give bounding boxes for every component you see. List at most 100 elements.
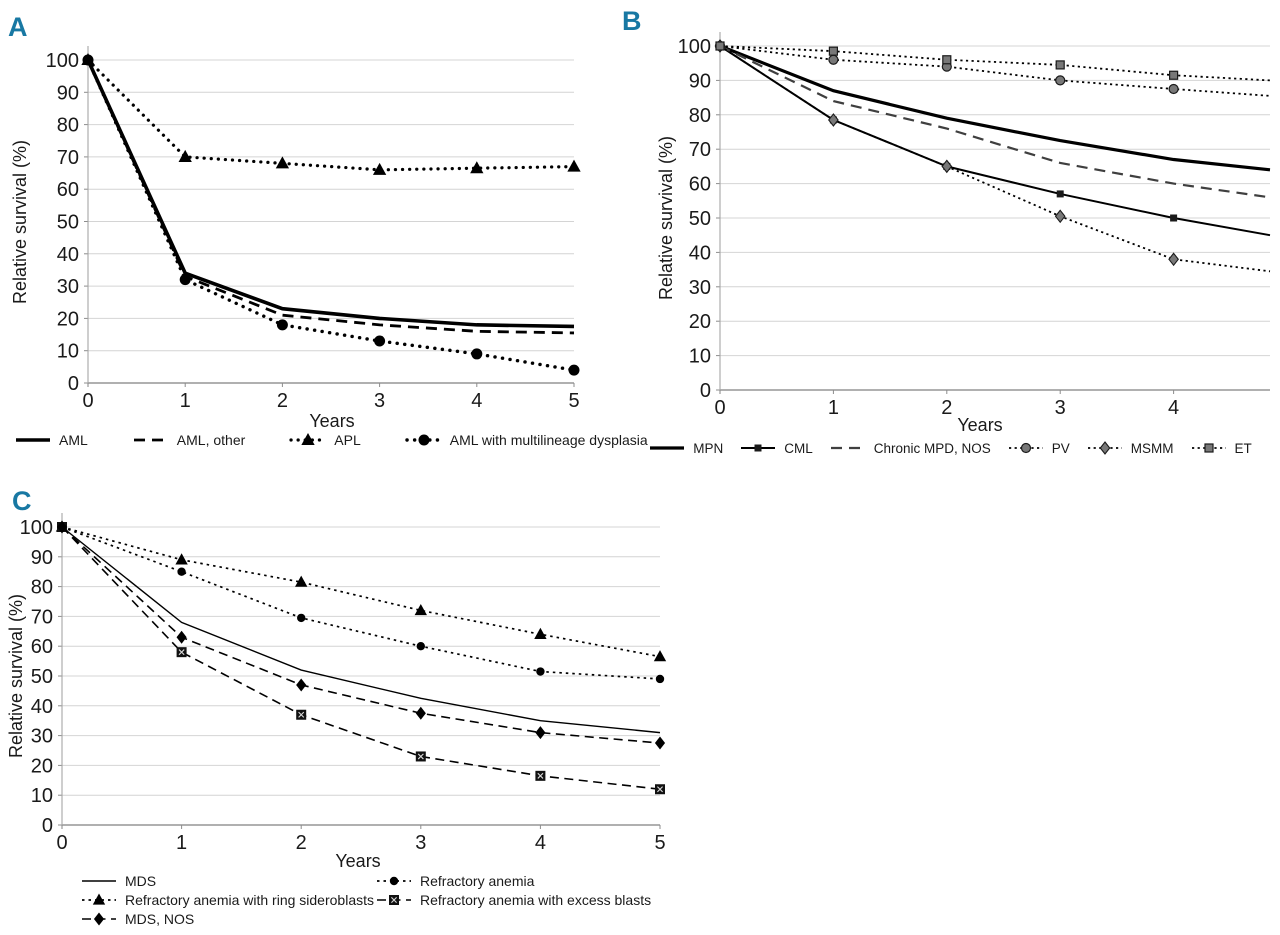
marker-square (1203, 443, 1214, 453)
y-tick-label: 90 (57, 82, 79, 104)
marker-square-x-glyph (657, 786, 663, 793)
series-line-mds (61, 526, 661, 734)
series-line-mpn (719, 44, 1271, 172)
series-line-aml-with-multilineage-dysplasia (86, 58, 576, 372)
y-tick-label: 0 (700, 380, 711, 402)
panel-a: 0 10 20 30 40 50 60 70 80 90 100 0 1 2 3 4 5 Years Relativ… (0, 0, 648, 478)
x-tick-label: 5 (654, 832, 665, 854)
series-markers-pv (714, 40, 1179, 95)
marker-diamond (93, 912, 105, 926)
x-tick-label: 3 (415, 832, 426, 854)
legend-label: PV (1051, 440, 1070, 456)
legend-label: Refractory anemia with excess blasts (420, 892, 652, 908)
legend-item-refractory-anemia-with-excess-blasts: Refractory anemia with excess blasts (375, 892, 651, 908)
legend-label: Refractory anemia with ring sideroblasts (125, 892, 374, 908)
legend-key-et (1191, 443, 1226, 453)
y-tick-label: 40 (689, 242, 711, 264)
marker-triangle (470, 161, 484, 174)
marker-triangle (567, 159, 581, 172)
marker-diamond (535, 726, 546, 740)
x-tick-label: 4 (471, 390, 482, 412)
marker-circle (82, 54, 94, 66)
marker-circle (297, 613, 306, 623)
y-tick-label: 40 (31, 696, 53, 718)
marker-square-x-glyph (391, 897, 397, 903)
series-markers-et (715, 41, 1179, 80)
marker-diamond (828, 113, 839, 127)
x-axis-title: Years (309, 411, 354, 431)
x-tick-label: 2 (941, 397, 952, 419)
series-line-aml (86, 59, 575, 329)
legend-key-cml (741, 444, 776, 452)
y-tick-label: 90 (31, 547, 53, 569)
marker-circle (276, 319, 288, 331)
y-tick-label: 0 (68, 373, 79, 395)
series-line-apl (86, 58, 576, 172)
series-line-pv (719, 45, 1271, 97)
marker-circle (389, 876, 399, 886)
legend-label: ET (1234, 440, 1252, 456)
y-tick-label: 40 (57, 244, 79, 266)
legend-label: CML (784, 440, 813, 456)
legend-item-msmm: MSMM (1086, 440, 1174, 456)
marker-square (754, 444, 762, 452)
marker-diamond (415, 706, 426, 720)
marker-circle (568, 364, 580, 376)
y-tick-label: 0 (42, 815, 53, 837)
y-tick-label: 60 (689, 174, 711, 196)
marker-triangle (372, 162, 387, 175)
marker-circle (471, 348, 483, 360)
y-tick-label: 50 (31, 666, 53, 688)
legend-item-chronic-mpd-nos: Chronic MPD, NOS (829, 440, 991, 456)
marker-triangle (175, 553, 188, 565)
marker-square (1056, 190, 1064, 198)
legend-item-refractory-anemia-with-ring-sideroblasts: Refractory anemia with ring sideroblasts (80, 892, 374, 908)
marker-diamond (941, 159, 953, 174)
legend-key-mds (82, 880, 116, 882)
x-axis-title: Years (957, 415, 1002, 435)
legend-item-pv: PV (1007, 440, 1070, 456)
legend-label: APL (334, 432, 361, 448)
marker-diamond (56, 520, 68, 534)
x-tick-label: 2 (296, 832, 307, 854)
y-tick-label: 70 (689, 139, 711, 161)
x-tick-label: 2 (277, 390, 288, 412)
legend-key-refractory-anemia-with-ring-sideroblasts (82, 893, 116, 905)
series-markers-msmm (714, 39, 1179, 267)
y-tick-label: 10 (689, 346, 711, 368)
y-tick-label: 10 (57, 341, 79, 363)
series-markers-refractory-anemia (57, 522, 665, 684)
legend-key-aml-other (133, 438, 168, 442)
y-tick-label: 70 (57, 147, 79, 169)
marker-circle (655, 674, 665, 684)
y-tick-label: 20 (57, 308, 79, 330)
marker-square-x-glyph (298, 711, 305, 718)
legend-key-mpn (650, 446, 685, 450)
marker-square (1169, 70, 1179, 80)
marker-triangle (178, 149, 192, 162)
legend-item-aml: AML (14, 432, 88, 448)
series-line-refractory-anemia-with-ring-sideroblasts (61, 526, 661, 658)
legend-key-apl (289, 433, 327, 446)
y-tick-label: 90 (689, 70, 711, 92)
legend-key-aml-with-multilineage-dysplasia (405, 434, 443, 446)
marker-circle (177, 567, 186, 576)
y-tick-label: 50 (689, 208, 711, 230)
marker-circle (536, 667, 545, 676)
marker-diamond (1168, 252, 1179, 267)
y-tick-label: 100 (678, 36, 711, 58)
legend-label: Chronic MPD, NOS (873, 440, 991, 456)
y-tick-label: 30 (57, 276, 79, 298)
y-axis-title: Relative survival (%) (656, 136, 676, 300)
legend-label: AML (59, 432, 88, 448)
panel-b-letter: B (622, 6, 642, 36)
marker-square (1170, 214, 1178, 222)
series-markers-refractory-anemia-with-ring-sideroblasts (55, 520, 667, 662)
y-axis-title: Relative survival (%) (10, 140, 30, 304)
y-axis-title: Relative survival (%) (6, 594, 26, 758)
series-line-mds-nos (61, 526, 661, 744)
marker-circle (1020, 442, 1031, 454)
marker-circle (179, 274, 191, 286)
series-markers-mds-nos (56, 520, 666, 750)
marker-square (828, 46, 839, 56)
